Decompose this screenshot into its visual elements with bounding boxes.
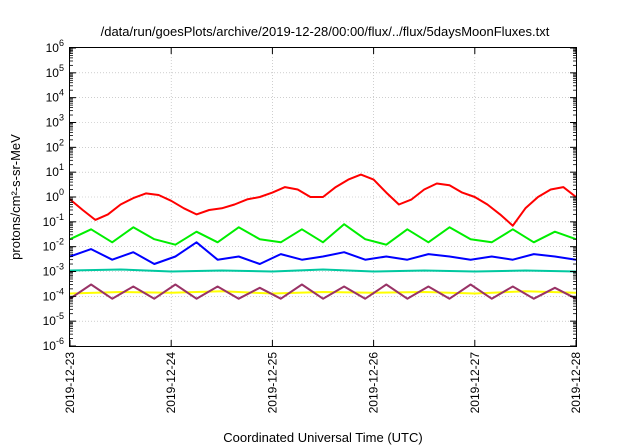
x-axis-label: Coordinated Universal Time (UTC) [223, 430, 422, 445]
series-group [69, 173, 577, 300]
x-tick-label: 2019-12-26 [367, 352, 381, 414]
chart-title: /data/run/goesPlots/archive/2019-12-28/0… [101, 24, 550, 39]
series-line-3 [69, 241, 577, 265]
y-tick-label: 100 [46, 187, 64, 204]
y-tick-label: 10-1 [43, 212, 64, 229]
x-axis: 2019-12-23 2019-12-24 2019-12-25 2019-12-26… [63, 48, 583, 413]
y-axis: 10-6 10-5 10-4 10-3 10-2 10-1 100 101 102 103 104 1… [43, 38, 576, 353]
y-tick-label: 10-3 [43, 262, 64, 279]
y-tick-label: 101 [46, 162, 64, 179]
y-tick-label: 106 [46, 38, 64, 55]
series-line-2 [69, 223, 577, 246]
x-tick-label: 2019-12-28 [569, 352, 583, 414]
series-line-6 [69, 283, 577, 300]
x-tick-label: 2019-12-25 [265, 352, 279, 414]
y-tick-label: 10-4 [43, 286, 64, 303]
series-line-5 [69, 290, 577, 295]
series-line-4 [69, 268, 577, 273]
series-line-1 [69, 173, 577, 227]
y-tick-label: 10-6 [43, 336, 64, 353]
x-tick-label: 2019-12-24 [164, 352, 178, 414]
y-tick-label: 10-5 [43, 311, 64, 328]
x-tick-label: 2019-12-27 [468, 352, 482, 414]
y-tick-label: 105 [46, 63, 64, 80]
y-tick-label: 10-2 [43, 237, 64, 254]
y-tick-label: 103 [46, 113, 64, 130]
y-tick-label: 102 [46, 137, 64, 154]
grid [70, 48, 576, 346]
y-axis-label: protons/cm²-s-sr-MeV [8, 134, 23, 260]
x-tick-label: 2019-12-23 [63, 352, 77, 414]
plot-frame [69, 47, 577, 347]
y-tick-label: 104 [46, 88, 64, 105]
